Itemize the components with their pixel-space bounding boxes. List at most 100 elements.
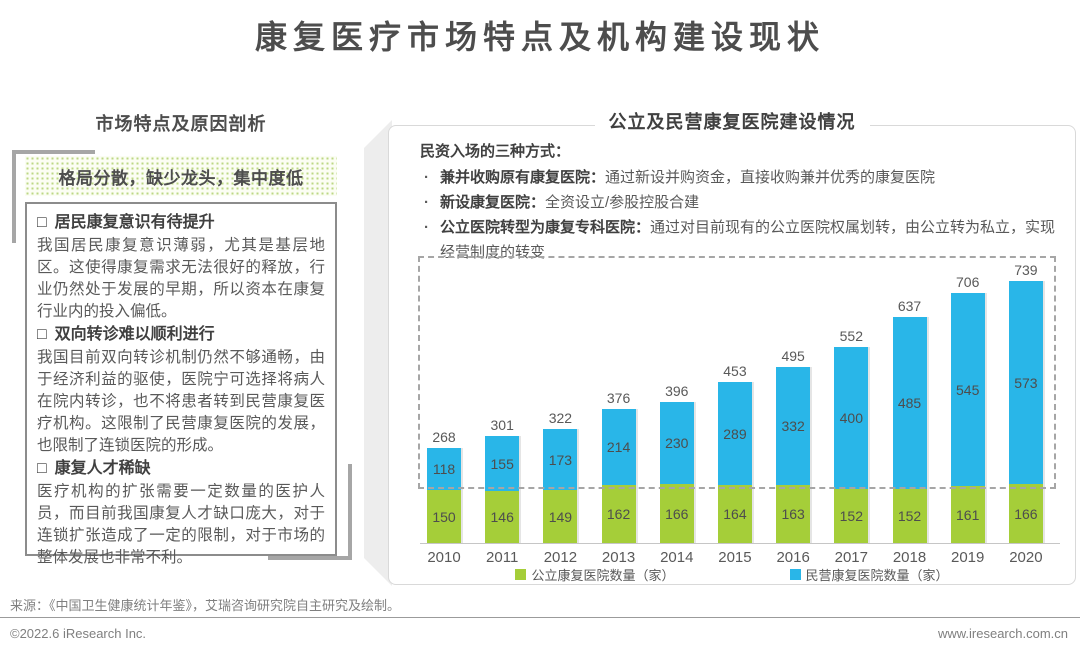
bar-total-label: 637 bbox=[897, 298, 922, 314]
bar-total-label: 453 bbox=[723, 363, 747, 379]
bar-segment-private: 214 bbox=[601, 409, 636, 485]
bar-segment-public: 150 bbox=[427, 490, 461, 543]
section-heading: □ 居民康复意识有待提升 bbox=[37, 211, 325, 235]
x-axis-label: 2017 bbox=[834, 549, 868, 566]
bar-segment-private: 230 bbox=[659, 402, 694, 484]
x-axis-label: 2012 bbox=[543, 549, 578, 566]
bullet-text: 新设康复医院：全资设立/参股控股合建 bbox=[440, 194, 700, 211]
bullet-item: · 新设康复医院：全资设立/参股控股合建 bbox=[424, 190, 1060, 215]
bar-column: 637 485 152 bbox=[890, 298, 930, 543]
right-panel-title: 公立及民营康复医院建设情况 bbox=[594, 108, 870, 134]
bar-segment-public: 163 bbox=[776, 485, 811, 543]
bar-segment-private: 485 bbox=[892, 317, 927, 489]
bar-chart: 268 118 150 301 155 146 322 173 149 376 214 162 396 2… bbox=[424, 260, 1046, 543]
legend-label: 公立康复医院数量（家） bbox=[531, 568, 675, 583]
bar-segment-private: 155 bbox=[485, 436, 520, 491]
bar-total-label: 376 bbox=[606, 390, 631, 406]
bar-segment-public: 166 bbox=[1008, 484, 1043, 543]
bar-column: 376 214 162 bbox=[599, 390, 639, 543]
x-axis-label: 2019 bbox=[951, 549, 985, 566]
legend-swatch-private-icon bbox=[789, 569, 801, 580]
card-fold-decoration bbox=[364, 120, 392, 586]
intro-label: 民资入场的三种方式： bbox=[420, 143, 571, 160]
page-title: 康复医疗市场特点及机构建设现状 bbox=[254, 19, 825, 55]
x-axis-label: 2015 bbox=[718, 549, 752, 566]
legend-item-private: 民营康复医院数量（家） bbox=[789, 565, 949, 584]
section-body: 我国目前双向转诊机制仍然不够通畅，由于经济利益的驱使，医院宁可选择将病人在院内转… bbox=[37, 349, 325, 454]
bar-total-label: 396 bbox=[665, 383, 689, 399]
bar-segment-private: 545 bbox=[950, 293, 985, 486]
section-heading-text: 康复人才稀缺 bbox=[54, 460, 151, 477]
bar-segment-private: 118 bbox=[427, 448, 461, 490]
chart-legend: 公立康复医院数量（家） 民营康复医院数量（家） bbox=[388, 565, 1076, 584]
bar-column: 301 155 146 bbox=[482, 417, 522, 543]
bar-column: 396 230 166 bbox=[657, 383, 697, 543]
bullet-text: 兼并收购原有康复医院：通过新设并购资金，直接收购兼并优秀的康复医院 bbox=[440, 169, 936, 186]
square-bullet-icon: □ bbox=[37, 326, 47, 343]
dot-bullet-icon: · bbox=[424, 194, 429, 211]
dot-bullet-icon: · bbox=[424, 219, 429, 236]
x-axis-label: 2018 bbox=[892, 549, 927, 566]
bar-segment-private: 573 bbox=[1008, 281, 1043, 484]
highlight-banner: 格局分散，缺少龙头，集中度低 bbox=[25, 156, 337, 196]
bar-total-label: 322 bbox=[548, 410, 573, 426]
source-note: 来源：《中国卫生健康统计年鉴》，艾瑞咨询研究院自主研究及绘制。 bbox=[10, 598, 401, 613]
bar-segment-public: 149 bbox=[543, 490, 578, 543]
bar-segment-private: 173 bbox=[543, 429, 578, 490]
dot-bullet-icon: · bbox=[424, 169, 429, 186]
x-axis-labels: 2010 2011 2012 2013 2014 2015 2016 2017 2018 2019… bbox=[424, 549, 1046, 566]
section-body: 我国居民康复意识薄弱，尤其是基层地区。这使得康复需求无法很好的释放，行业仍然处于… bbox=[37, 237, 325, 320]
section-heading-text: 双向转诊难以顺利进行 bbox=[54, 326, 215, 343]
bar-segment-private: 400 bbox=[834, 347, 869, 489]
x-axis-label: 2011 bbox=[486, 549, 519, 566]
x-axis-label: 2010 bbox=[427, 549, 461, 566]
square-bullet-icon: □ bbox=[37, 214, 47, 231]
bar-total-label: 268 bbox=[432, 429, 456, 445]
bar-segment-public: 152 bbox=[834, 489, 869, 543]
copyright: ©2022.6 iResearch Inc. bbox=[10, 626, 147, 641]
bar-total-label: 739 bbox=[1014, 262, 1038, 278]
square-bullet-icon: □ bbox=[37, 460, 47, 477]
bar-column: 268 118 150 bbox=[424, 429, 464, 543]
section-heading: □ 双向转诊难以顺利进行 bbox=[37, 323, 325, 347]
corner-bracket-top-left bbox=[12, 150, 95, 243]
bar-column: 552 400 152 bbox=[831, 328, 871, 543]
bar-column: 322 173 149 bbox=[540, 410, 580, 543]
bar-segment-public: 166 bbox=[659, 484, 694, 543]
legend-swatch-public-icon bbox=[515, 569, 527, 580]
bar-total-label: 301 bbox=[490, 417, 514, 433]
bar-total-label: 495 bbox=[781, 348, 805, 364]
bar-segment-private: 289 bbox=[717, 382, 752, 485]
bullet-text: 公立医院转型为康复专科医院：通过对目前现有的公立医院权属划转，由公立转为私立，实… bbox=[440, 219, 1056, 261]
bar-segment-public: 152 bbox=[892, 489, 927, 543]
x-axis-label: 2020 bbox=[1009, 549, 1043, 566]
section-heading-text: 居民康复意识有待提升 bbox=[54, 214, 215, 231]
bar-column: 706 545 161 bbox=[948, 274, 988, 543]
left-panel-title: 市场特点及原因剖析 bbox=[95, 114, 267, 134]
x-axis-label: 2013 bbox=[601, 549, 636, 566]
corner-bracket-bottom-right bbox=[268, 464, 352, 560]
bar-segment-public: 161 bbox=[950, 486, 985, 543]
legend-label: 民营康复医院数量（家） bbox=[805, 568, 949, 583]
bar-total-label: 552 bbox=[839, 328, 863, 344]
bar-segment-private: 332 bbox=[776, 367, 811, 485]
section-heading: □ 康复人才稀缺 bbox=[37, 457, 325, 481]
footer-divider bbox=[0, 617, 1080, 618]
highlight-text: 格局分散，缺少龙头，集中度低 bbox=[58, 168, 304, 188]
x-axis-label: 2016 bbox=[776, 549, 810, 566]
analysis-box: □ 居民康复意识有待提升 我国居民康复意识薄弱，尤其是基层地区。这使得康复需求无… bbox=[25, 202, 337, 566]
bar-segment-public: 146 bbox=[485, 491, 520, 543]
legend-item-public: 公立康复医院数量（家） bbox=[515, 565, 675, 584]
bar-segment-public: 162 bbox=[601, 485, 636, 543]
bar-column: 453 289 164 bbox=[715, 363, 755, 543]
bar-column: 495 332 163 bbox=[773, 348, 813, 543]
section-body: 医疗机构的扩张需要一定数量的医护人员，而目前我国康复人才缺口庞大，对于连锁扩张造… bbox=[37, 483, 325, 566]
bar-total-label: 706 bbox=[956, 274, 980, 290]
right-panel-title-wrap: 公立及民营康复医院建设情况 bbox=[388, 108, 1076, 134]
bullet-item: · 兼并收购原有康复医院：通过新设并购资金，直接收购兼并优秀的康复医院 bbox=[424, 165, 1060, 190]
x-axis-line bbox=[420, 543, 1060, 544]
bullet-list: · 兼并收购原有康复医院：通过新设并购资金，直接收购兼并优秀的康复医院 · 新设… bbox=[424, 165, 1060, 265]
bar-segment-public: 164 bbox=[717, 485, 752, 543]
bar-column: 739 573 166 bbox=[1006, 262, 1046, 543]
